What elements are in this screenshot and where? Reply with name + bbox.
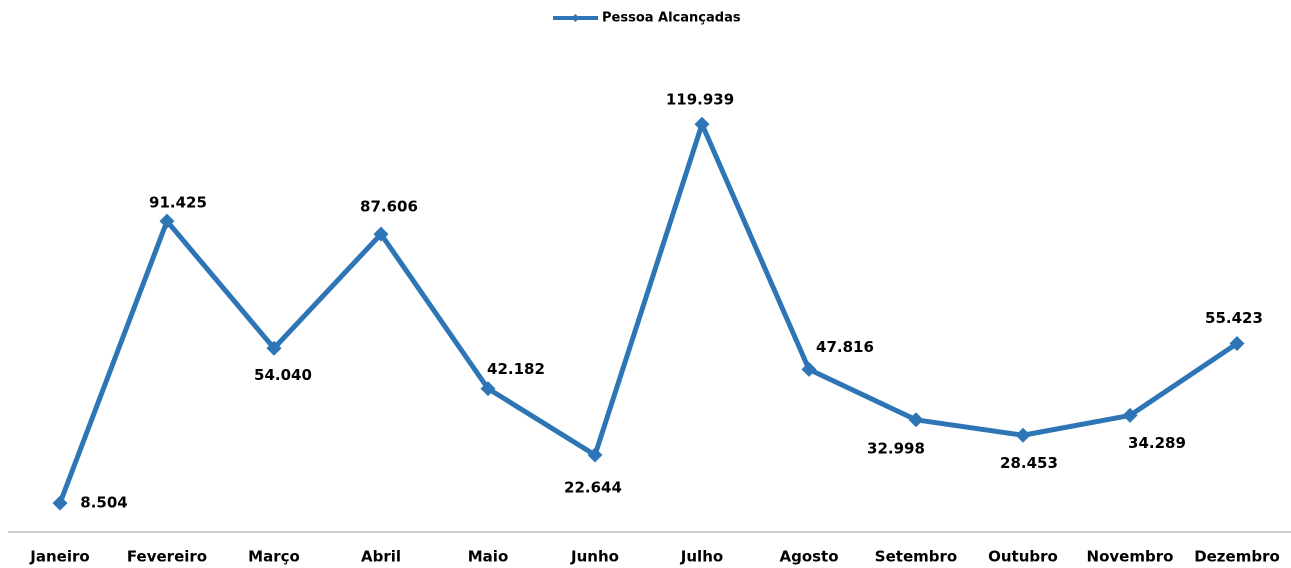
marker [480, 381, 496, 397]
marker [266, 340, 282, 356]
marker [373, 226, 389, 242]
data-label: 42.182 [487, 360, 545, 378]
data-label: 47.816 [816, 338, 874, 356]
data-label: 22.644 [564, 479, 622, 497]
data-label: 119.939 [666, 91, 734, 109]
data-label: 34.289 [1128, 434, 1186, 452]
marker [1122, 407, 1138, 423]
marker [694, 116, 710, 132]
x-tick-label: Fevereiro [127, 548, 207, 566]
x-tick-label: Junho [570, 548, 619, 566]
data-label: 32.998 [867, 439, 925, 457]
x-tick-label: Outubro [988, 548, 1058, 566]
x-tick-label: Julho [680, 548, 723, 566]
legend-marker [571, 14, 580, 22]
data-label: 55.423 [1205, 309, 1263, 327]
data-label: 87.606 [360, 198, 418, 216]
x-tick-label: Dezembro [1194, 548, 1280, 566]
data-label: 54.040 [254, 366, 312, 384]
marker [908, 412, 924, 428]
marker [801, 361, 817, 377]
marker [159, 213, 175, 229]
marker [1229, 336, 1245, 352]
line [57, 121, 1239, 504]
legend-label: Pessoa Alcançadas [602, 11, 741, 26]
data-label: 28.453 [1000, 454, 1058, 472]
x-tick-label: Agosto [779, 548, 838, 566]
data-label: 8.504 [80, 494, 127, 512]
marker [1015, 427, 1031, 443]
x-tick-label: Novembro [1087, 548, 1174, 566]
x-tick-label: Setembro [875, 548, 957, 566]
x-tick-label: Março [248, 548, 300, 566]
x-tick-label: Abril [361, 548, 401, 566]
marker [52, 495, 68, 511]
marker [587, 447, 603, 463]
x-tick-label: Janeiro [29, 548, 89, 566]
data-label: 91.425 [149, 194, 207, 212]
x-tick-label: Maio [468, 548, 509, 566]
